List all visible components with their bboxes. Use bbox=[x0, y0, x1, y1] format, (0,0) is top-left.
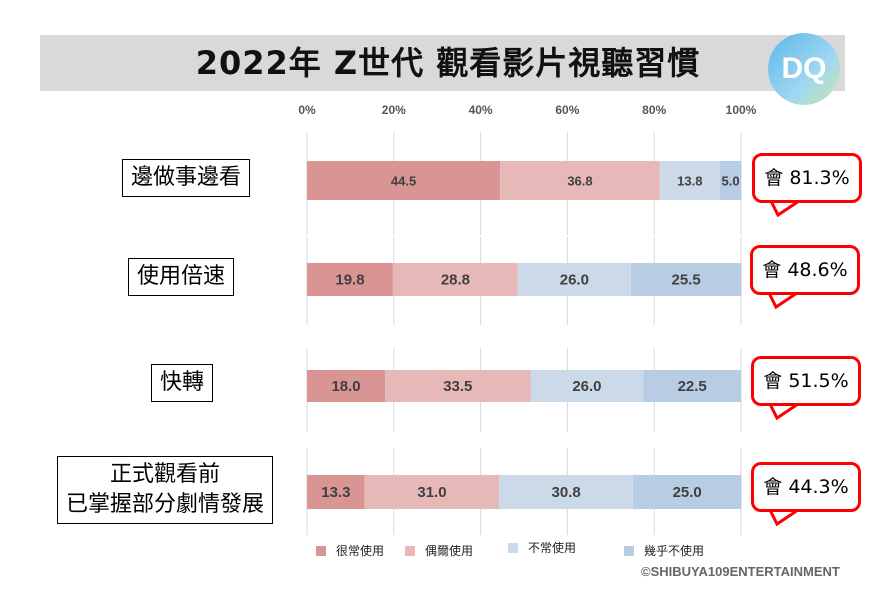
legend-swatch bbox=[508, 543, 518, 553]
bar-segment bbox=[632, 475, 742, 509]
legend-item: 不常使用 bbox=[508, 539, 576, 556]
callout-bubble: 會 81.3% bbox=[752, 153, 862, 203]
x-tick-label: 100% bbox=[726, 103, 757, 117]
title-bar bbox=[40, 35, 845, 91]
legend-swatch bbox=[316, 546, 326, 556]
data-label: 28.8 bbox=[441, 272, 470, 289]
data-label: 33.5 bbox=[443, 378, 472, 395]
bar-segment bbox=[643, 370, 741, 402]
bar-segment bbox=[364, 475, 500, 509]
data-label: 36.8 bbox=[567, 174, 592, 189]
data-label: 22.5 bbox=[678, 378, 707, 395]
legend-item: 幾乎不使用 bbox=[624, 542, 704, 559]
legend-label: 偶爾使用 bbox=[425, 544, 474, 558]
bar-segment bbox=[385, 370, 531, 402]
bar-segment bbox=[659, 161, 720, 200]
category-label: 邊做事邊看 bbox=[122, 159, 251, 197]
legend-item: 偶爾使用 bbox=[405, 542, 473, 559]
callout-bubble: 會 44.3% bbox=[751, 462, 861, 512]
bar-segment bbox=[307, 161, 501, 200]
data-label: 5.0 bbox=[722, 174, 740, 189]
data-label: 25.0 bbox=[673, 484, 702, 501]
legend-item: 很常使用 bbox=[316, 542, 384, 559]
x-tick-label: 80% bbox=[642, 103, 666, 117]
data-label: 19.8 bbox=[335, 272, 364, 289]
bar-segment bbox=[307, 370, 386, 402]
data-label: 26.0 bbox=[560, 272, 589, 289]
x-tick-label: 60% bbox=[555, 103, 579, 117]
data-label: 13.8 bbox=[677, 174, 702, 189]
bar-segment bbox=[392, 263, 518, 296]
dq-logo: DQ bbox=[768, 33, 840, 105]
bar-segment bbox=[719, 161, 742, 200]
data-label: 31.0 bbox=[417, 484, 446, 501]
callout-bubble: 會 51.5% bbox=[751, 356, 861, 406]
data-label: 25.5 bbox=[671, 272, 700, 289]
data-label: 44.5 bbox=[391, 174, 416, 189]
data-label: 18.0 bbox=[331, 378, 360, 395]
bar-segment bbox=[307, 475, 365, 509]
data-label: 26.0 bbox=[572, 378, 601, 395]
copyright: ©SHIBUYA109ENTERTAINMENT bbox=[641, 564, 840, 579]
legend-swatch bbox=[405, 546, 415, 556]
legend-label: 很常使用 bbox=[336, 544, 385, 558]
bar-segment bbox=[530, 370, 644, 402]
bar-segment bbox=[630, 263, 742, 296]
x-tick-label: 0% bbox=[298, 103, 316, 117]
bar-segment bbox=[307, 263, 393, 296]
legend-label: 幾乎不使用 bbox=[644, 544, 705, 558]
category-label: 使用倍速 bbox=[128, 258, 235, 296]
bar-segment bbox=[499, 475, 633, 509]
chart-title: 2022年 Z世代 觀看影片視聽習慣 bbox=[195, 44, 701, 82]
data-label: 30.8 bbox=[551, 484, 580, 501]
bar-segment bbox=[500, 161, 660, 200]
legend-swatch bbox=[624, 546, 634, 556]
data-label: 13.3 bbox=[321, 484, 350, 501]
category-label: 正式觀看前 已掌握部分劇情發展 bbox=[57, 456, 274, 524]
category-label: 快轉 bbox=[151, 364, 214, 402]
legend-label: 不常使用 bbox=[528, 541, 577, 555]
callout-bubble: 會 48.6% bbox=[750, 245, 860, 295]
bar-segment bbox=[517, 263, 631, 296]
x-tick-label: 20% bbox=[382, 103, 406, 117]
x-tick-label: 40% bbox=[469, 103, 493, 117]
